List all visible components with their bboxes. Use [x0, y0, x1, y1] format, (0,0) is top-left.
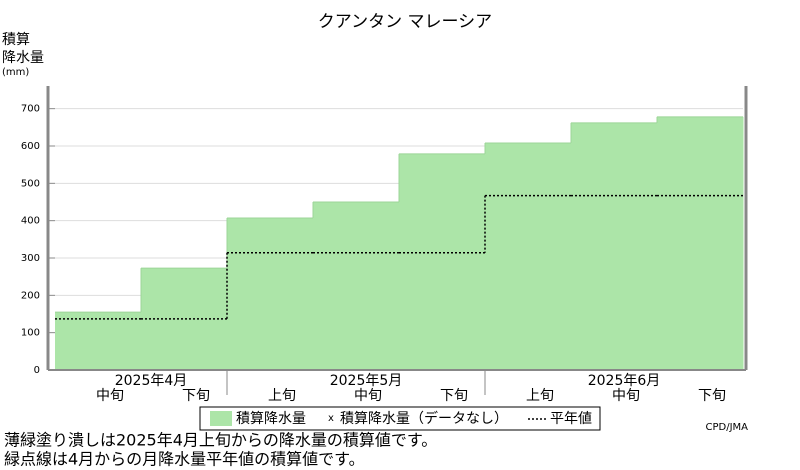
area-step: [55, 312, 142, 370]
legend-label: 積算降水量: [236, 411, 306, 427]
y-tick-label: 400: [21, 216, 40, 227]
y-axis-label: (mm): [2, 67, 29, 78]
x-tick-label: 上旬: [268, 388, 296, 404]
x-tick-label: 下旬: [182, 388, 210, 404]
y-tick-label: 700: [21, 104, 40, 115]
x-tick-label: 下旬: [440, 388, 468, 404]
legend-label: 平年値: [550, 411, 592, 427]
x-tick-label: 中旬: [612, 388, 640, 404]
y-axis-label: 積算: [2, 32, 30, 48]
y-tick-label: 0: [34, 365, 40, 376]
chart-title: クアンタン マレーシア: [318, 12, 492, 32]
legend-swatch: [210, 411, 232, 426]
note: 緑点線は4月からの月降水量平年値の積算値です。: [4, 450, 365, 469]
area-step: [485, 143, 572, 370]
area-step: [657, 116, 744, 370]
x-tick-label: 上旬: [526, 388, 554, 404]
y-axis-label: 降水量: [2, 50, 44, 66]
month-label: 2025年6月: [588, 373, 661, 389]
legend-box: [199, 406, 601, 431]
x-tick-label: 中旬: [354, 388, 382, 404]
y-tick-label: 100: [21, 328, 40, 339]
month-label: 2025年4月: [115, 373, 188, 389]
y-tick-label: 600: [21, 141, 40, 152]
credit: CPD/JMA: [706, 422, 749, 433]
y-tick-label: 200: [21, 290, 40, 301]
y-tick-label: 300: [21, 253, 40, 264]
legend-label: 積算降水量（データなし）: [340, 410, 508, 427]
area-step: [313, 202, 400, 370]
x-tick-label: 下旬: [698, 388, 726, 404]
area-step: [571, 122, 658, 370]
area-step: [399, 153, 486, 370]
x-tick-label: 中旬: [96, 388, 124, 404]
y-tick-label: 500: [21, 178, 40, 189]
month-label: 2025年5月: [330, 373, 403, 389]
note: 薄緑塗り潰しは2025年4月上旬からの降水量の積算値です。: [4, 431, 437, 450]
legend-marker: x: [328, 413, 334, 424]
area-step: [227, 218, 314, 370]
